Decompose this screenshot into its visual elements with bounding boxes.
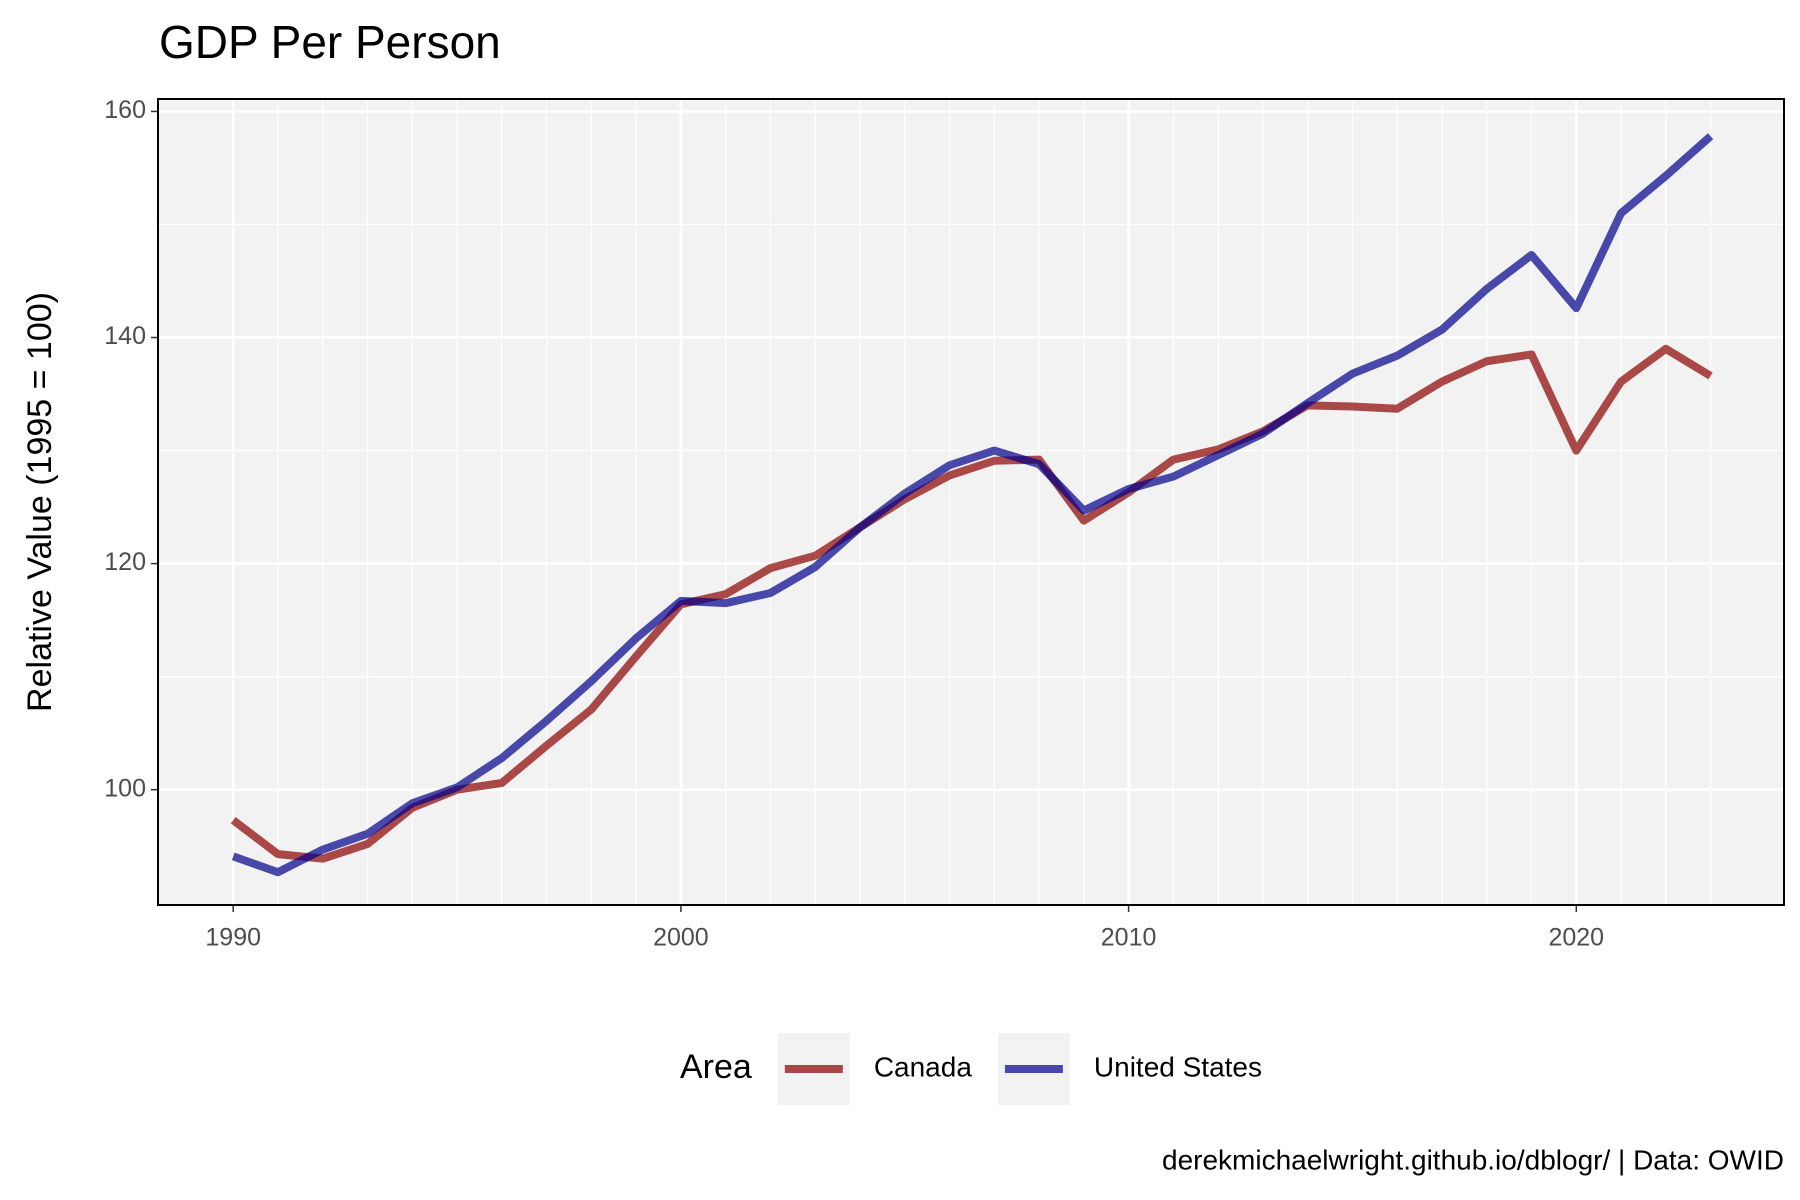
x-tick-label: 1990 — [205, 924, 261, 952]
chart-title: GDP Per Person — [159, 16, 501, 68]
plot-background — [158, 99, 1784, 905]
series-line — [230, 344, 1713, 863]
y-tick-label: 160 — [104, 96, 146, 124]
x-tick-label: 2020 — [1548, 924, 1604, 952]
y-tick-label: 120 — [104, 548, 146, 576]
series-line — [231, 133, 1714, 877]
x-tick-label: 2010 — [1101, 924, 1157, 952]
y-tick-label: 100 — [104, 774, 146, 802]
plot-border — [157, 98, 1785, 906]
y-axis-label: Relative Value (1995 = 100) — [21, 292, 59, 712]
x-tick-label: 2000 — [653, 924, 709, 952]
y-tick-label: 140 — [104, 322, 146, 350]
legend-label: United States — [1094, 1051, 1262, 1082]
legend-title: Area — [680, 1048, 752, 1086]
legend-label: Canada — [874, 1051, 973, 1082]
caption: derekmichaelwright.github.io/dblogr/ | D… — [1162, 1144, 1784, 1175]
legend: Area Canada United States — [680, 1033, 1262, 1105]
